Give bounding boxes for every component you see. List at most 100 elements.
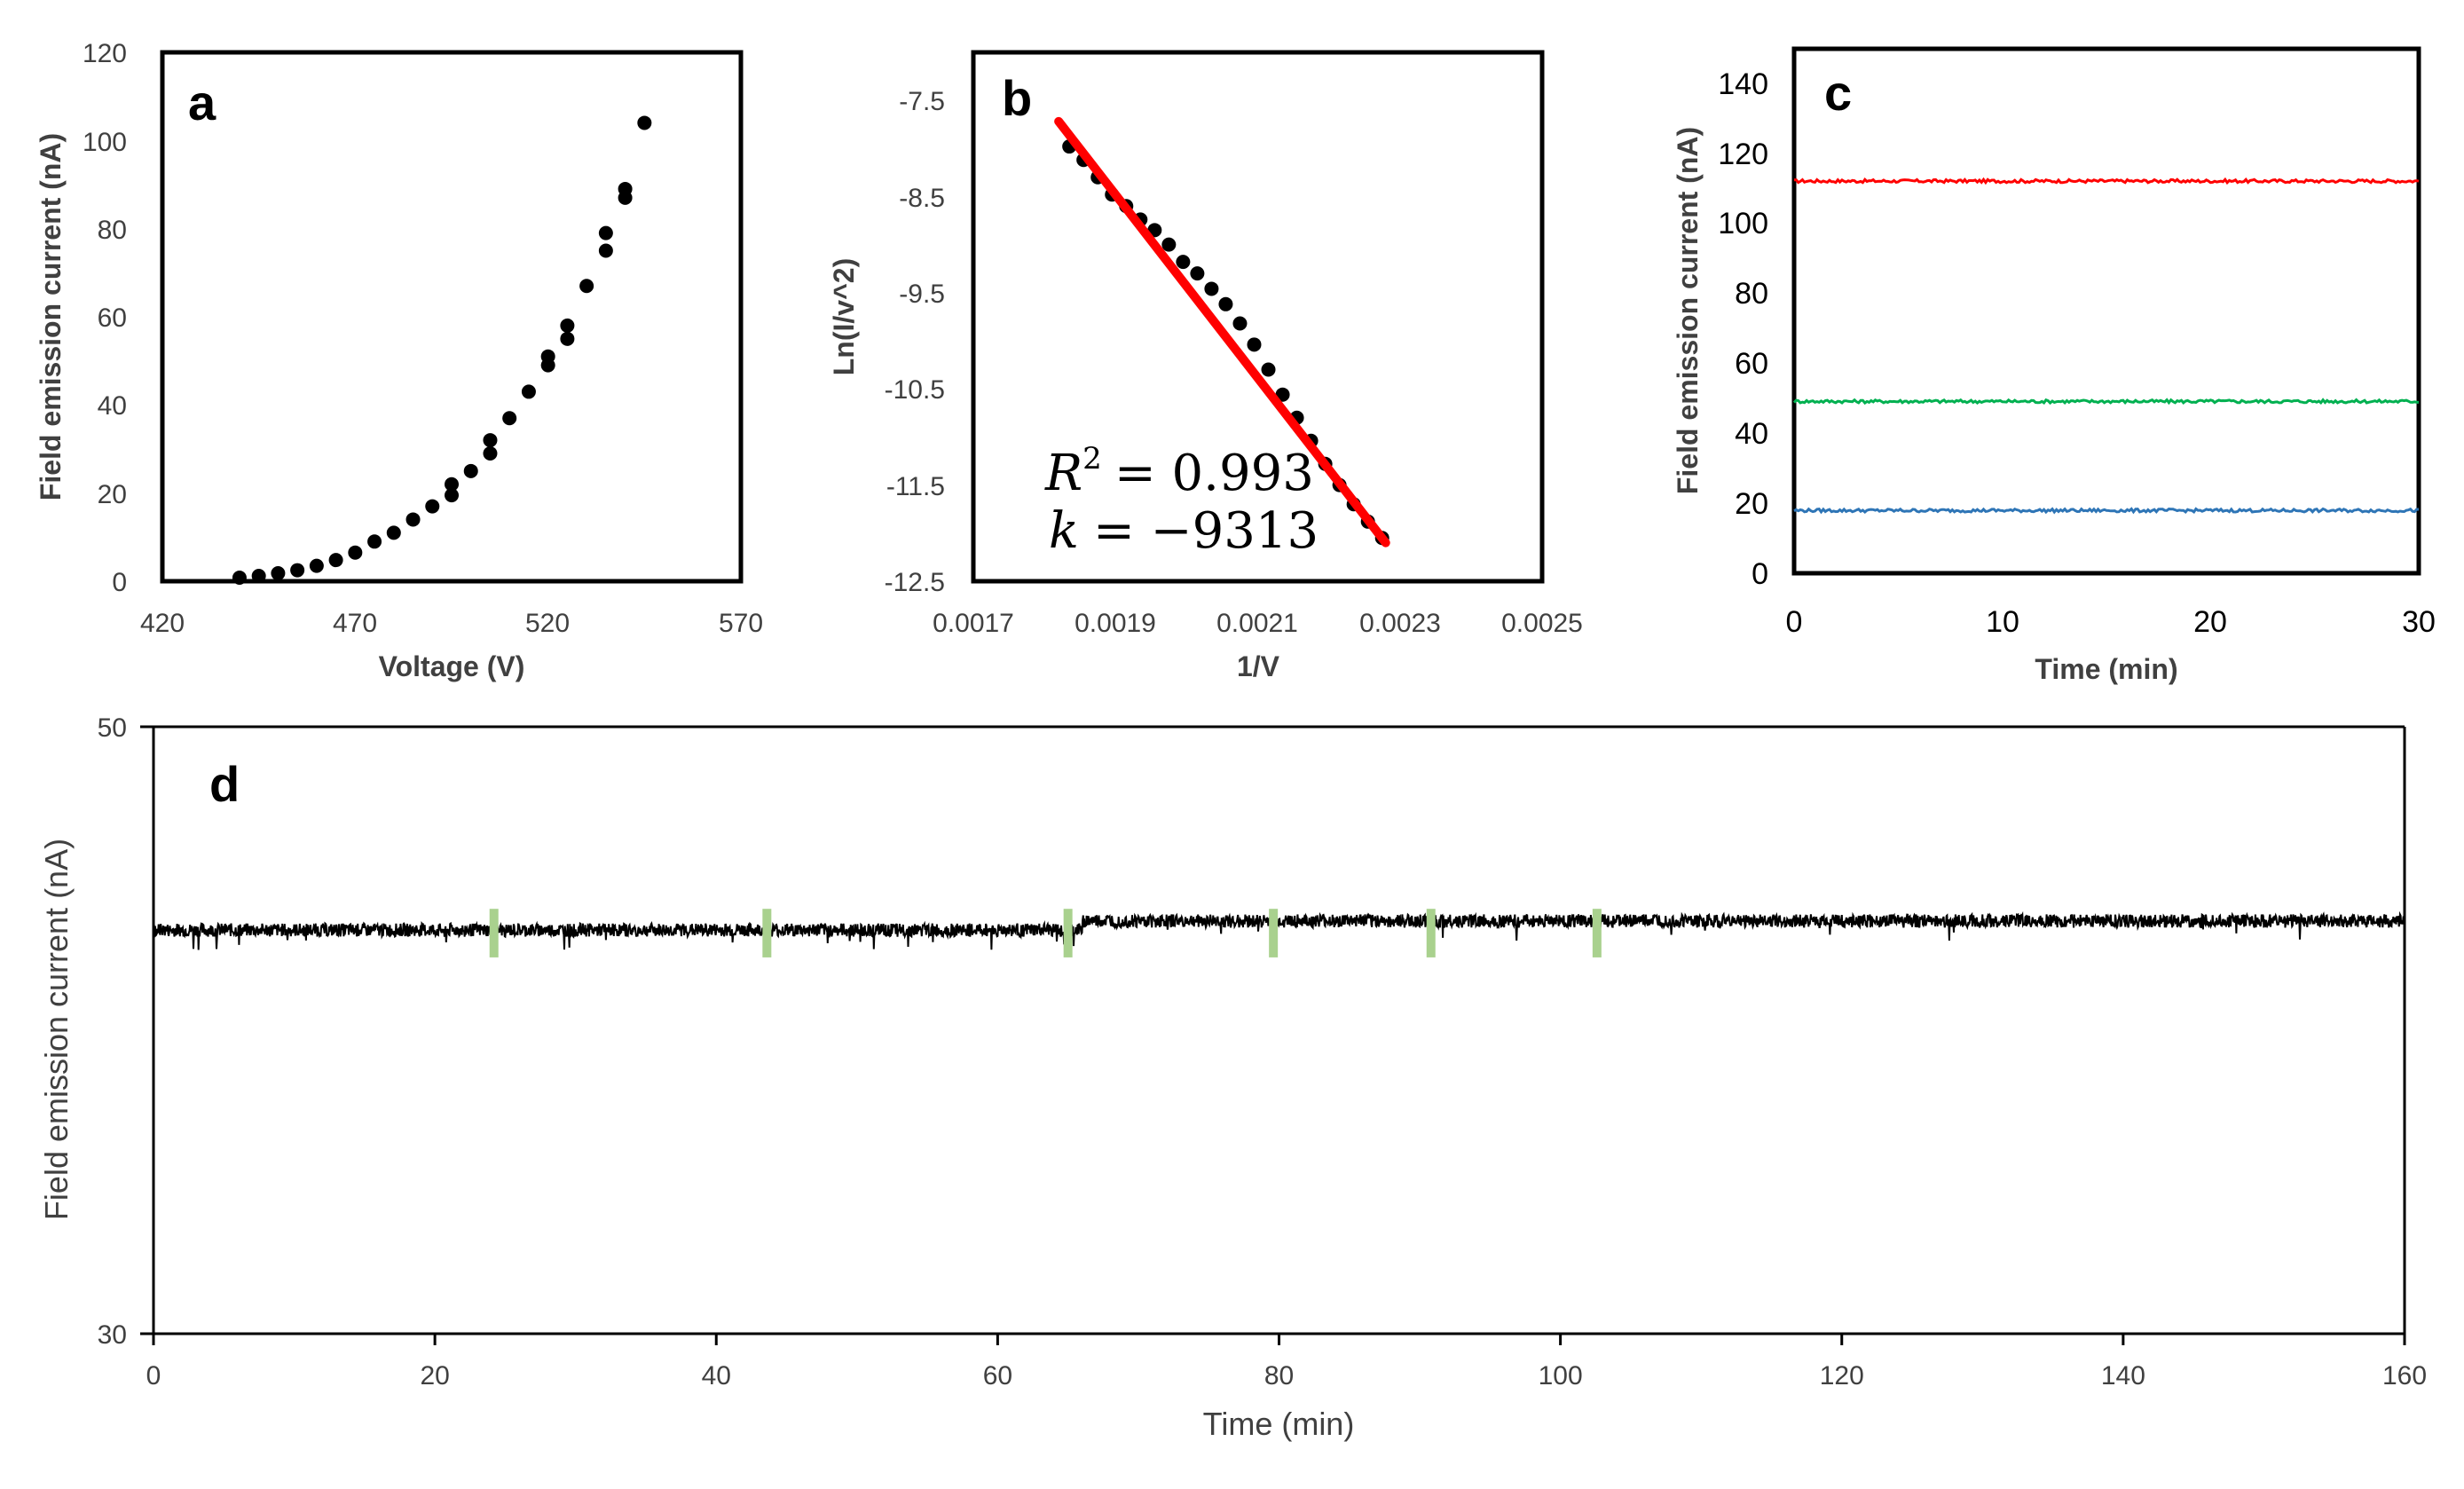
panel-a-data-point: [405, 512, 421, 527]
panel-b-xtick: 0.0019: [1075, 609, 1156, 638]
panel-b-data-point: [1247, 337, 1262, 352]
panel-d-current-trace: [153, 910, 2405, 950]
panel-a-data-point: [483, 445, 498, 461]
panel-b-data-point: [1176, 255, 1191, 270]
panel-c-y-axis-label: Field emission current (nA): [1672, 127, 1704, 494]
panel-d-xtick: 20: [420, 1361, 449, 1391]
panel-a-data-point: [328, 553, 343, 568]
panel-d-series: [153, 909, 2405, 957]
panel-c-ytick: 0: [1752, 557, 1768, 591]
panel-a-data-point: [445, 477, 459, 492]
panel-b-r2-annotation: R2 = 0.993: [1044, 441, 1314, 502]
panel-a-data-point: [271, 566, 286, 581]
panel-b-ytick: -8.5: [899, 184, 945, 213]
panel-c-xtick: 30: [2402, 605, 2436, 639]
panel-c-series: [1792, 177, 2420, 515]
panel-b-x-axis-label: 1/V: [1237, 650, 1280, 682]
panel-d-spike: [1063, 909, 1073, 957]
panel-c-ytick: 120: [1718, 138, 1768, 171]
panel-a-ytick: 120: [83, 39, 127, 68]
panel-c-ytick: 20: [1735, 487, 1768, 521]
panel-a-ytick: 100: [83, 128, 127, 157]
panel-a-points: [232, 115, 652, 586]
panel-d-xtick: 80: [1264, 1361, 1294, 1391]
panel-a-ytick: 80: [98, 216, 127, 245]
panel-a-ytick: 60: [98, 303, 127, 333]
panel-b-slope-annotation: k = −9313: [1049, 502, 1319, 560]
panel-d-spike: [1426, 909, 1436, 957]
panel-a-data-point: [540, 349, 555, 364]
panel-a-data-point: [251, 569, 266, 584]
panel-b-ytick: -12.5: [885, 568, 945, 597]
panel-b-data-point: [1218, 296, 1233, 311]
panel-a-xtick: 470: [333, 609, 377, 638]
panel-d-spike: [1269, 909, 1279, 957]
panel-c-x-axis-label: Time (min): [2035, 653, 2177, 685]
panel-b-ytick: -7.5: [899, 87, 945, 116]
panel-d-xtick: 60: [983, 1361, 1012, 1391]
panel-c-plot-frame: [1791, 46, 2421, 576]
panel-a-ytick: 0: [112, 568, 127, 597]
panel-b-ytick: -10.5: [885, 375, 945, 405]
panel-a-data-point: [445, 488, 459, 503]
panel-a-data-point: [367, 534, 382, 549]
panel-b-plot-frame: [971, 50, 1545, 584]
panel-a-data-point: [560, 318, 575, 333]
panel-b-y-axis-label: Ln(I/v^2): [828, 258, 860, 375]
panel-d-xtick: 40: [702, 1361, 731, 1391]
panel-b-data-point: [1204, 281, 1219, 296]
panel-b-ytick: -9.5: [899, 280, 945, 309]
panel-a-data-point: [386, 525, 401, 540]
panel-b: b -7.5 -8.5 -9.5 -10.5 -11.5 -12.5 0.001…: [828, 50, 1583, 682]
panel-d-xtick: 120: [1820, 1361, 1864, 1391]
panel-c-label: c: [1824, 65, 1852, 121]
panel-a-ytick: 20: [98, 480, 127, 509]
panel-a-xtick: 570: [719, 609, 763, 638]
panel-a: a 0 20 40 60 80 100 120 420 470 520 570 …: [35, 39, 763, 682]
panel-a-data-point: [348, 545, 363, 560]
panel-a-data-point: [521, 384, 536, 399]
panel-a-y-axis-label: Field emission current (nA): [35, 133, 67, 500]
panel-a-data-point: [463, 463, 478, 478]
panel-d-xtick: 100: [1539, 1361, 1583, 1391]
panel-d-spike: [762, 909, 772, 957]
panel-d-spike: [1592, 909, 1602, 957]
panel-a-data-point: [579, 279, 594, 294]
panel-d-ytick: 30: [98, 1320, 127, 1350]
panel-d-xtick: 140: [2101, 1361, 2145, 1391]
panel-c-xtick: 0: [1786, 605, 1803, 639]
panel-d: d 30 50 0 20 40 60 80 100 120 140 160 Time (min)…: [38, 713, 2427, 1442]
panel-a-data-point: [309, 558, 324, 573]
panel-c-ytick: 140: [1718, 67, 1768, 101]
panel-a-data-point: [598, 243, 613, 258]
panel-c-ytick: 60: [1735, 347, 1768, 381]
panel-b-data-point: [1261, 362, 1276, 377]
panel-b-data-point: [1161, 237, 1177, 252]
panel-b-ytick: -11.5: [886, 472, 945, 501]
panel-a-xtick: 520: [525, 609, 570, 638]
panel-d-xtick: 160: [2382, 1361, 2427, 1391]
panel-d-xtick-group: 0 20 40 60 80 100 120 140 160: [146, 1334, 2427, 1391]
panel-a-data-point: [425, 499, 440, 514]
panel-d-label: d: [209, 756, 240, 812]
panel-a-data-point: [618, 181, 633, 196]
panel-c-series-line-high: [1793, 177, 2420, 185]
panel-a-data-point: [232, 571, 247, 586]
panel-a-plot-frame: [160, 50, 744, 584]
panel-a-data-point: [502, 411, 517, 426]
panel-d-xtick: 0: [146, 1361, 161, 1391]
panel-a-xtick: 420: [140, 609, 185, 638]
panel-b-fit-line: [1054, 116, 1390, 548]
panel-c: c 0 20 40 60 80 100 120 140 0 10 20 30 T…: [1672, 46, 2436, 685]
panel-c-ytick: 40: [1735, 417, 1768, 451]
panel-d-spike: [489, 909, 499, 957]
panel-c-series-line-medium: [1792, 398, 2420, 406]
panel-a-data-point: [290, 563, 305, 578]
panel-b-xtick: 0.0021: [1216, 609, 1298, 638]
panel-a-data-point: [637, 115, 652, 130]
panel-a-data-point: [598, 225, 613, 240]
panel-b-xtick: 0.0017: [933, 609, 1014, 638]
panel-c-ytick: 100: [1718, 207, 1768, 240]
panel-c-xtick: 10: [1986, 605, 2019, 639]
